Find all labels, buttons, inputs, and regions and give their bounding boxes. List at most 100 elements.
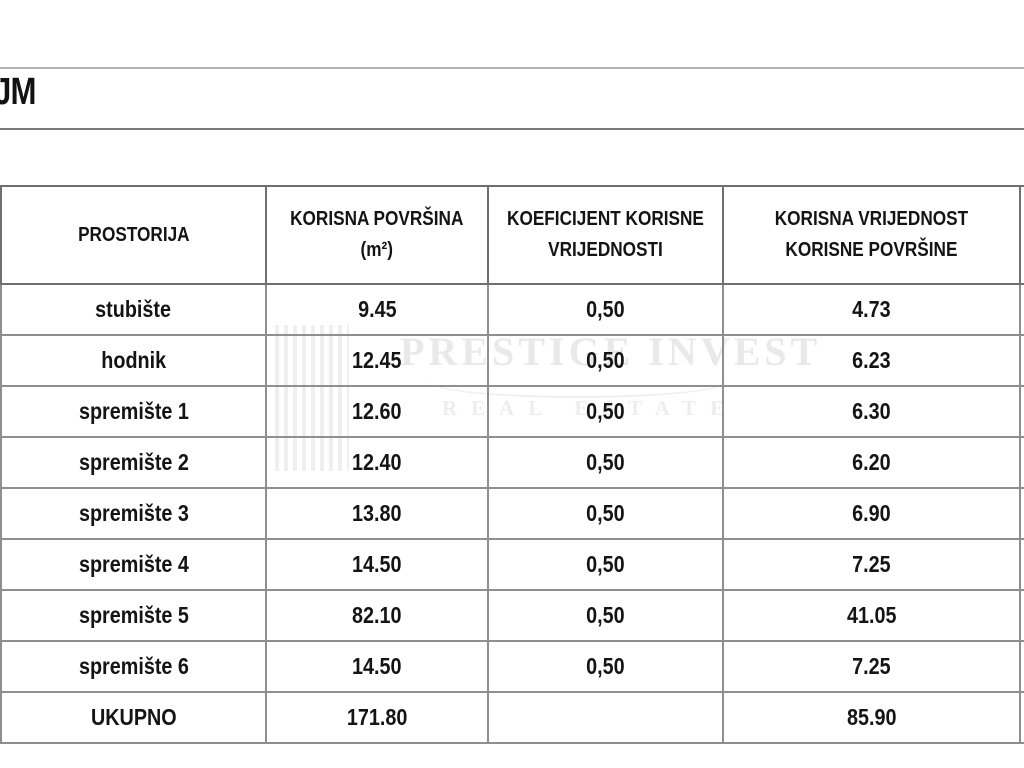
col-header-koeficijent: KOEFICIJENT KORISNE VRIJEDNOSTI [487, 185, 724, 285]
usable-value: 41.05 [846, 602, 897, 628]
cell-total-area: 171.80 [265, 691, 489, 744]
cell-room-name: spremište 2 [0, 436, 267, 489]
usable-value: 6.30 [852, 398, 891, 424]
cell-usable-value: 6.90 [722, 487, 1021, 540]
usable-value: 4.73 [852, 296, 891, 322]
cell-usable-value: 7.25 [722, 640, 1021, 693]
row-stub-cell [1019, 385, 1024, 438]
cell-area: 12.45 [265, 334, 489, 387]
cell-coefficient: 0,50 [487, 589, 724, 642]
cell-coefficient: 0,50 [487, 283, 724, 336]
cell-room-name: spremište 5 [0, 589, 267, 642]
header-line: KORISNA POVRŠINA [290, 208, 464, 230]
cell-area: 82.10 [265, 589, 489, 642]
row-stub-cell [1019, 640, 1024, 693]
room-name: stubište [95, 296, 172, 322]
area-value: 12.45 [352, 347, 402, 373]
area-value: 82.10 [352, 602, 402, 628]
second-divider-line [0, 128, 1024, 130]
row-stub-cell [1019, 691, 1024, 744]
usable-value: 6.20 [852, 449, 891, 475]
cell-area: 12.40 [265, 436, 489, 489]
cell-room-name: spremište 6 [0, 640, 267, 693]
area-table: PROSTORIJA KORISNA POVRŠINA (m²) KOEFICI… [0, 185, 1024, 744]
room-name: spremište 4 [78, 551, 189, 577]
coefficient-value: 0,50 [586, 500, 625, 526]
cell-room-name: spremište 4 [0, 538, 267, 591]
table-row: spremište 1 12.60 0,50 6.30 [0, 385, 1024, 438]
area-value: 14.50 [352, 653, 402, 679]
area-value: 14.50 [352, 551, 402, 577]
table-row: spremište 3 13.80 0,50 6.90 [0, 487, 1024, 540]
floor-heading: JM [0, 71, 36, 113]
cell-usable-value: 6.23 [722, 334, 1021, 387]
header-text: PROSTORIJA [77, 223, 190, 246]
coefficient-value: 0,50 [586, 449, 625, 475]
col-header-korisna-povrsina: KORISNA POVRŠINA (m²) [265, 185, 489, 285]
area-value: 9.45 [357, 296, 397, 322]
room-name: spremište 5 [78, 602, 189, 628]
table-row: hodnik 12.45 0,50 6.23 [0, 334, 1024, 387]
cell-room-name: hodnik [0, 334, 267, 387]
cell-coefficient: 0,50 [487, 436, 724, 489]
header-line: (m²) [360, 239, 394, 261]
col-header-korisna-vrijednost: KORISNA VRIJEDNOST KORISNE POVRŠINE [722, 185, 1021, 285]
total-usable-value: 85.90 [846, 704, 897, 730]
table-total-row: UKUPNO 171.80 85.90 [0, 691, 1024, 744]
cell-total-usable-value: 85.90 [722, 691, 1021, 744]
coefficient-value: 0,50 [586, 296, 625, 322]
header-line: VRIJEDNOSTI [548, 239, 663, 261]
room-name: spremište 2 [78, 449, 189, 475]
cell-coefficient: 0,50 [487, 385, 724, 438]
total-label: UKUPNO [90, 704, 177, 730]
usable-value: 6.90 [852, 500, 891, 526]
row-stub-cell [1019, 283, 1024, 336]
cell-coefficient: 0,50 [487, 640, 724, 693]
header-line: KOEFICIJENT KORISNE [507, 208, 704, 230]
header-line: KORISNE POVRŠINE [785, 239, 958, 261]
cell-coefficient: 0,50 [487, 538, 724, 591]
coefficient-value: 0,50 [586, 653, 625, 679]
cell-area: 13.80 [265, 487, 489, 540]
table-row: spremište 5 82.10 0,50 41.05 [0, 589, 1024, 642]
cell-room-name: spremište 3 [0, 487, 267, 540]
room-name: spremište 6 [78, 653, 189, 679]
cell-usable-value: 7.25 [722, 538, 1021, 591]
table-header-row: PROSTORIJA KORISNA POVRŠINA (m²) KOEFICI… [0, 185, 1024, 285]
cell-total-coefficient [487, 691, 724, 744]
coefficient-value: 0,50 [586, 398, 625, 424]
usable-value: 7.25 [852, 551, 891, 577]
table-row: spremište 4 14.50 0,50 7.25 [0, 538, 1024, 591]
usable-value: 6.23 [852, 347, 891, 373]
row-stub-cell [1019, 538, 1024, 591]
cell-usable-value: 6.30 [722, 385, 1021, 438]
cell-room-name: spremište 1 [0, 385, 267, 438]
table-row: stubište 9.45 0,50 4.73 [0, 283, 1024, 336]
cell-area: 9.45 [265, 283, 489, 336]
coefficient-value: 0,50 [586, 551, 625, 577]
cell-usable-value: 4.73 [722, 283, 1021, 336]
area-value: 12.40 [352, 449, 402, 475]
row-stub-cell [1019, 589, 1024, 642]
col-header-prostorija: PROSTORIJA [0, 185, 267, 285]
cell-usable-value: 41.05 [722, 589, 1021, 642]
cell-area: 14.50 [265, 640, 489, 693]
cell-room-name: stubište [0, 283, 267, 336]
cell-usable-value: 6.20 [722, 436, 1021, 489]
cell-coefficient: 0,50 [487, 334, 724, 387]
usable-value: 7.25 [852, 653, 891, 679]
total-area-value: 171.80 [346, 704, 408, 730]
cell-total-label: UKUPNO [0, 691, 267, 744]
top-divider-line [0, 67, 1024, 69]
cell-area: 14.50 [265, 538, 489, 591]
header-stub-cell [1019, 185, 1024, 285]
coefficient-value: 0,50 [586, 347, 625, 373]
cell-area: 12.60 [265, 385, 489, 438]
table-row: spremište 2 12.40 0,50 6.20 [0, 436, 1024, 489]
room-name: spremište 3 [78, 500, 189, 526]
row-stub-cell [1019, 436, 1024, 489]
header-line: KORISNA VRIJEDNOST [774, 208, 969, 230]
area-value: 13.80 [352, 500, 402, 526]
cell-coefficient: 0,50 [487, 487, 724, 540]
